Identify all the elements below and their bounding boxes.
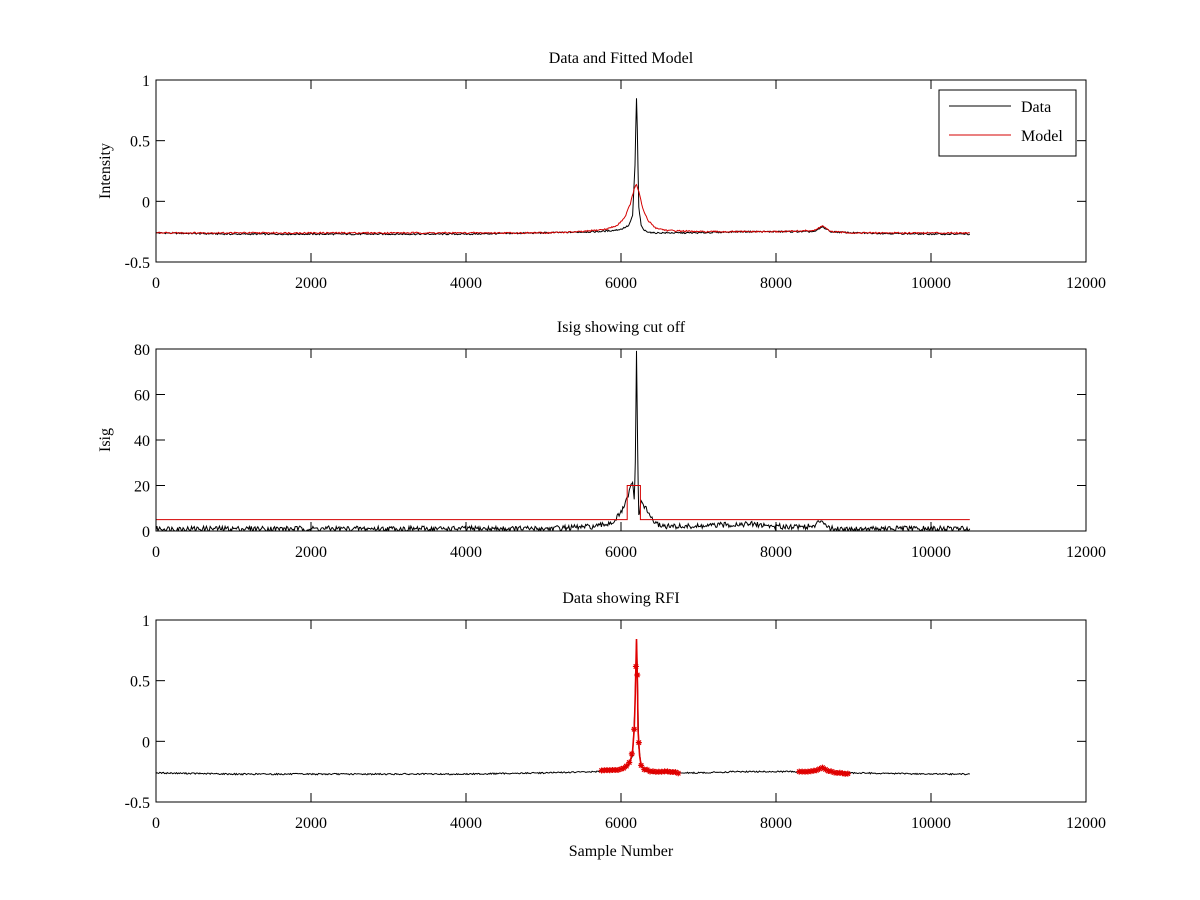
series-line-model <box>156 183 970 235</box>
x-tick-label: 4000 <box>450 815 482 832</box>
x-tick-label: 8000 <box>760 815 792 832</box>
axes-frame <box>155 348 1087 532</box>
x-axis-label: Sample Number <box>569 843 674 860</box>
y-tick-label: 20 <box>134 479 150 496</box>
series-markers-series-2 <box>598 663 682 777</box>
data-point <box>819 764 826 771</box>
x-tick-label: 8000 <box>760 544 792 561</box>
y-tick-label: 60 <box>134 388 150 405</box>
legend-label-model: Model <box>1021 128 1063 145</box>
data-point <box>839 770 846 777</box>
data-point <box>632 663 639 670</box>
series-line-series-1 <box>156 639 970 776</box>
data-point <box>672 769 679 776</box>
y-tick-label: -0.5 <box>125 255 150 272</box>
x-tick-label: 10000 <box>911 275 951 292</box>
x-tick-label: 0 <box>152 544 160 561</box>
panel-data-and-fitted-model: Data and Fitted Model Intensity 0 2000 400… <box>97 50 1106 292</box>
data-point <box>664 768 671 775</box>
series-line-series-1 <box>156 350 971 531</box>
x-tick-label: 6000 <box>605 544 637 561</box>
x-tick-label: 0 <box>152 275 160 292</box>
y-tick-label: -0.5 <box>125 795 150 812</box>
y-axis-label: Isig <box>97 428 114 452</box>
panel-isig-showing-cut-off: Isig showing cut off Isig 0 2000 4000 6000 8… <box>97 319 1106 561</box>
legend: Data Model <box>938 89 1077 157</box>
data-point <box>644 766 651 773</box>
data-point <box>618 766 624 773</box>
data-point <box>634 672 641 679</box>
x-tick-label: 10000 <box>911 544 951 561</box>
series-line-data <box>156 98 971 236</box>
plot-area <box>156 98 971 236</box>
panel-title: Data showing RFI <box>562 590 679 607</box>
data-point <box>620 765 627 772</box>
plot-area <box>156 638 970 777</box>
x-tick-label: 2000 <box>295 275 327 292</box>
data-point <box>615 766 622 773</box>
legend-box <box>938 89 1077 157</box>
data-point <box>831 769 838 776</box>
data-point <box>631 726 638 733</box>
legend-label-data: Data <box>1021 99 1051 116</box>
data-point <box>638 762 645 769</box>
x-tick-label: 0 <box>152 815 160 832</box>
y-tick-label: 1 <box>142 73 150 90</box>
y-tick-label: 80 <box>134 342 150 359</box>
x-tick-label: 2000 <box>295 815 327 832</box>
panel-title: Isig showing cut off <box>557 319 686 336</box>
y-tick-label: 0 <box>142 524 150 541</box>
data-point <box>623 763 630 770</box>
y-tick-label: 40 <box>134 433 150 450</box>
data-point <box>816 765 823 772</box>
data-point <box>675 770 682 777</box>
y-tick-label: 0 <box>142 194 150 211</box>
data-point <box>626 759 633 766</box>
x-tick-label: 4000 <box>450 275 482 292</box>
data-point <box>822 766 829 773</box>
data-point <box>828 768 835 775</box>
series-markers-series-3 <box>796 764 851 777</box>
x-tick-label: 12000 <box>1066 275 1106 292</box>
x-tick-label: 12000 <box>1066 815 1106 832</box>
data-point <box>844 770 851 777</box>
x-tick-label: 2000 <box>295 544 327 561</box>
data-point <box>649 768 656 775</box>
y-tick-label: 0.5 <box>130 674 150 691</box>
x-tick-label: 4000 <box>450 544 482 561</box>
y-tick-label: 0 <box>142 734 150 751</box>
plot-area <box>156 350 971 531</box>
series-line-series-2 <box>601 638 680 775</box>
x-tick-label: 8000 <box>760 275 792 292</box>
x-tick-label: 12000 <box>1066 544 1106 561</box>
y-axis-label: Intensity <box>97 143 114 199</box>
x-tick-label: 6000 <box>605 815 637 832</box>
panel-data-showing-rfi: Data showing RFI Sample Number 0 2000 4000… <box>125 590 1106 860</box>
data-point <box>628 750 635 757</box>
panel-title: Data and Fitted Model <box>549 50 694 67</box>
data-point <box>635 739 642 746</box>
x-tick-label: 6000 <box>605 275 637 292</box>
x-tick-label: 10000 <box>911 815 951 832</box>
data-point <box>813 767 820 774</box>
y-tick-label: 1 <box>142 613 150 630</box>
series-line-series-2 <box>156 485 970 521</box>
axes-frame <box>155 619 1087 803</box>
y-tick-label: 0.5 <box>130 134 150 151</box>
